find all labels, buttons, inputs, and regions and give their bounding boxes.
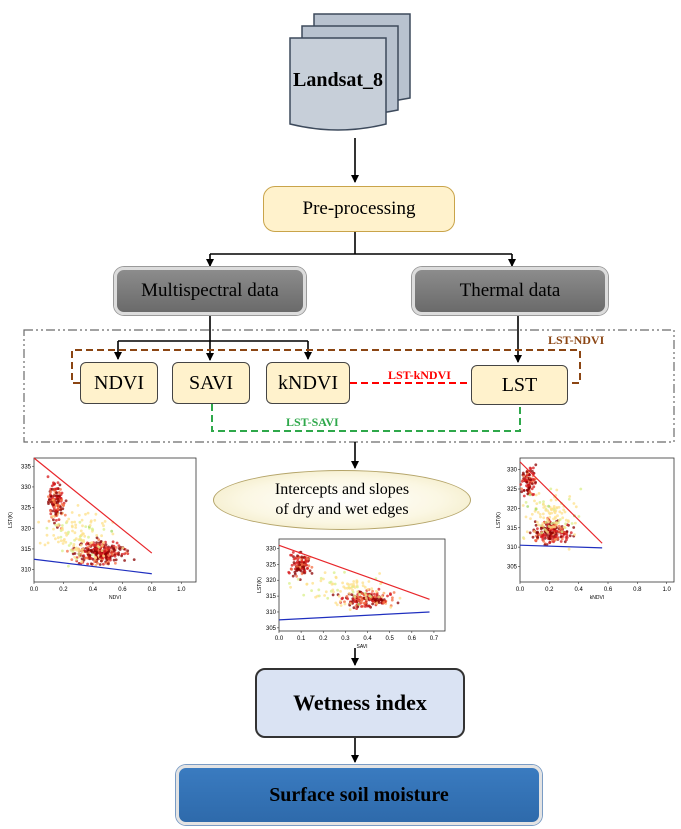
plot-savi: 0.0 0.1 0.2 0.3 0.4 0.5 0.6 0.7 305 310 315 320 325 3… bbox=[255, 533, 451, 648]
edges-step-line2: of dry and wet edges bbox=[275, 501, 409, 518]
y-tick-label: 310 bbox=[21, 568, 32, 574]
wet-edge-line bbox=[278, 611, 430, 621]
y-tick-label: 305 bbox=[507, 565, 518, 571]
density-points bbox=[287, 550, 402, 611]
x-tick-label: 0.0 bbox=[275, 636, 284, 642]
y-tick-label: 315 bbox=[21, 547, 32, 553]
lst-savi-connector bbox=[211, 404, 521, 432]
density-points bbox=[519, 463, 583, 551]
wet-edge-line bbox=[519, 544, 603, 549]
y-tick-label: 325 bbox=[266, 562, 277, 568]
x-tick-label: 0.7 bbox=[430, 636, 439, 642]
y-tick-label: 315 bbox=[266, 594, 277, 600]
surface-soil-moisture-box: Surface soil moisture bbox=[176, 765, 542, 825]
wet-edge-line bbox=[33, 558, 152, 575]
wetness-index-box: Wetness index bbox=[255, 668, 465, 738]
y-axis-label: LST(K) bbox=[257, 577, 263, 593]
dry-edge-line bbox=[278, 544, 430, 600]
savi-box: SAVI bbox=[172, 362, 250, 404]
density-points bbox=[37, 475, 136, 568]
plot-frame bbox=[33, 457, 197, 583]
x-tick-label: 0.1 bbox=[297, 636, 306, 642]
y-axis-label: LST(K) bbox=[8, 512, 14, 528]
x-axis-label: NDVI bbox=[109, 595, 121, 601]
x-tick-label: 0.4 bbox=[574, 587, 583, 593]
dry-edge-line bbox=[33, 457, 153, 554]
x-axis-label: SAVI bbox=[356, 644, 367, 648]
x-tick-label: 0.8 bbox=[148, 587, 157, 593]
y-axis-label: LST(K) bbox=[496, 512, 502, 528]
lst-ndvi-connector bbox=[71, 349, 581, 384]
x-tick-label: 0.2 bbox=[545, 587, 554, 593]
kndvi-box: kNDVI bbox=[266, 362, 350, 404]
x-tick-label: 0.6 bbox=[118, 587, 127, 593]
y-tick-label: 330 bbox=[507, 468, 518, 474]
x-tick-label: 0.6 bbox=[604, 587, 613, 593]
y-tick-label: 335 bbox=[21, 464, 32, 470]
y-tick-label: 320 bbox=[21, 526, 32, 532]
x-tick-label: 1.0 bbox=[177, 587, 186, 593]
x-tick-label: 0.5 bbox=[385, 636, 394, 642]
y-tick-label: 325 bbox=[21, 506, 32, 512]
multispectral-data-box: Multispectral data bbox=[114, 267, 306, 315]
plot-ndvi: 0.0 0.2 0.4 0.6 0.8 1.0 310 315 320 325 330 335 NDVI… bbox=[6, 452, 202, 602]
x-tick-label: 0.0 bbox=[30, 587, 39, 593]
x-tick-label: 1.0 bbox=[662, 587, 671, 593]
y-tick-label: 320 bbox=[266, 578, 277, 584]
y-tick-label: 315 bbox=[507, 526, 518, 532]
preprocessing-box: Pre-processing bbox=[263, 186, 455, 232]
dry-edge-line bbox=[519, 461, 603, 544]
landsat-document-icon bbox=[289, 13, 411, 131]
x-tick-label: 0.4 bbox=[363, 636, 372, 642]
y-tick-label: 330 bbox=[266, 547, 277, 553]
lst-ndvi-label: LST-NDVI bbox=[548, 333, 605, 347]
x-tick-label: 0.8 bbox=[633, 587, 642, 593]
x-tick-label: 0.6 bbox=[408, 636, 417, 642]
edges-step-ellipse: Intercepts and slopes of dry and wet edg… bbox=[213, 470, 471, 530]
edges-step-line1: Intercepts and slopes bbox=[274, 481, 410, 498]
x-tick-label: 0.3 bbox=[341, 636, 350, 642]
landsat-label: Landsat_8 bbox=[292, 68, 384, 91]
lst-kndvi-label: LST-kNDVI bbox=[388, 368, 451, 382]
y-tick-label: 310 bbox=[266, 610, 277, 616]
x-tick-label: 0.2 bbox=[319, 636, 328, 642]
indices-group-frame bbox=[23, 329, 675, 443]
x-tick-label: 0.0 bbox=[516, 587, 525, 593]
y-tick-label: 320 bbox=[507, 506, 518, 512]
plot-frame bbox=[519, 457, 675, 583]
x-tick-label: 0.2 bbox=[59, 587, 68, 593]
plot-kndvi: 0.0 0.2 0.4 0.6 0.8 1.0 305 310 315 320 325 330 kNDV… bbox=[494, 452, 680, 602]
y-tick-label: 325 bbox=[507, 487, 518, 493]
lst-box: LST bbox=[471, 365, 568, 405]
ndvi-box: NDVI bbox=[80, 362, 158, 404]
x-tick-label: 0.4 bbox=[89, 587, 98, 593]
lst-savi-label: LST-SAVI bbox=[286, 415, 339, 429]
thermal-data-box: Thermal data bbox=[412, 267, 608, 315]
y-tick-label: 305 bbox=[266, 626, 277, 632]
y-tick-label: 310 bbox=[507, 545, 518, 551]
x-axis-label: kNDVI bbox=[590, 595, 604, 601]
y-tick-label: 330 bbox=[21, 485, 32, 491]
